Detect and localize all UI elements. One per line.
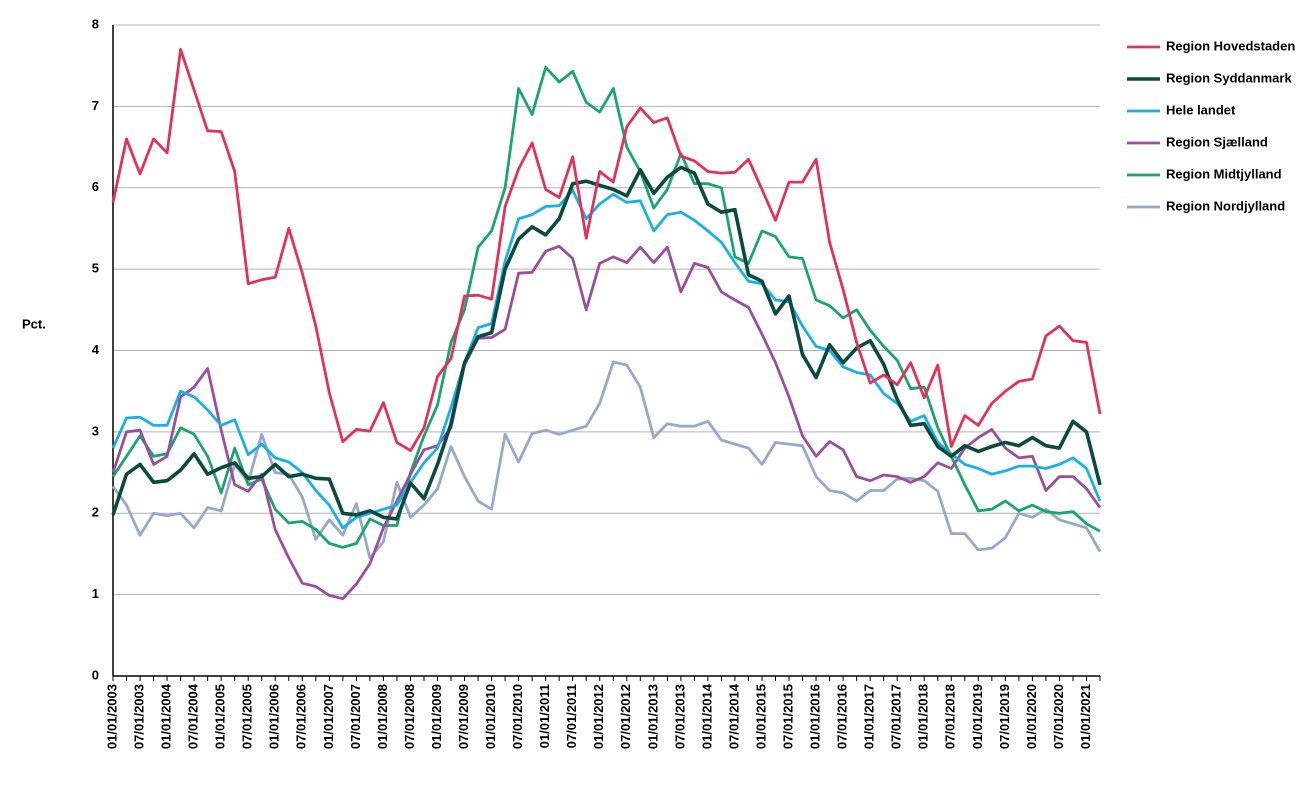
x-tick-label: 01/01/2020 — [1024, 684, 1039, 749]
line-series — [111, 65, 1101, 549]
line-series — [111, 244, 1102, 601]
x-tick-label: 01/01/2006 — [267, 684, 282, 749]
x-tick-label: 01/01/2014 — [699, 683, 714, 749]
y-tick-label: 4 — [92, 342, 100, 357]
x-tick-label: 07/01/2004 — [186, 683, 201, 749]
x-tick-label: 01/01/2003 — [104, 684, 119, 749]
x-tick-label: 07/01/2005 — [240, 684, 255, 749]
legend-label: Region Nordjylland — [1166, 198, 1285, 213]
y-tick-label: 7 — [92, 98, 99, 113]
x-tick-label: 07/01/2014 — [726, 683, 741, 749]
x-tick-label: 07/01/2013 — [672, 684, 687, 749]
y-tick-label: 3 — [92, 423, 99, 438]
y-axis-label: Pct. — [22, 316, 46, 331]
x-tick-label: 01/01/2018 — [916, 684, 931, 749]
y-tick-label: 5 — [92, 261, 99, 276]
x-tick-label: 01/01/2019 — [970, 684, 985, 749]
x-tick-label: 07/01/2009 — [456, 684, 471, 749]
x-tick-label: 07/01/2003 — [131, 684, 146, 749]
y-tick-label: 8 — [92, 16, 99, 31]
y-tick-label: 1 — [92, 586, 99, 601]
x-tick-label: 07/01/2019 — [997, 684, 1012, 749]
x-tick-label: 07/01/2016 — [835, 684, 850, 749]
line-series — [111, 48, 1102, 452]
x-tick-label: 07/01/2012 — [618, 684, 633, 749]
legend-label: Region Midtjylland — [1166, 166, 1282, 181]
line-series — [111, 360, 1102, 560]
legend-label: Region Sjælland — [1166, 134, 1268, 149]
y-tick-label: 6 — [92, 179, 99, 194]
x-tick-label: 01/01/2004 — [159, 683, 174, 749]
legend-label: Region Syddanmark — [1166, 70, 1292, 85]
x-tick-label: 01/01/2008 — [375, 684, 390, 749]
x-tick-label: 07/01/2020 — [1051, 684, 1066, 749]
legend-label: Region Hovedstaden — [1166, 38, 1295, 53]
x-tick-label: 01/01/2013 — [645, 684, 660, 749]
x-tick-label: 07/01/2007 — [348, 684, 363, 749]
line-series — [111, 165, 1102, 521]
x-tick-label: 01/01/2021 — [1078, 684, 1093, 749]
x-tick-label: 01/01/2005 — [213, 684, 228, 749]
legend-label: Hele landet — [1166, 102, 1236, 117]
x-tick-label: 01/01/2007 — [321, 684, 336, 749]
y-tick-label: 0 — [92, 667, 99, 682]
x-tick-label: 07/01/2008 — [402, 684, 417, 749]
x-tick-label: 07/01/2011 — [564, 684, 579, 748]
x-tick-label: 07/01/2015 — [780, 684, 795, 749]
x-tick-label: 01/01/2017 — [862, 684, 877, 749]
x-tick-label: 01/01/2011 — [537, 684, 552, 748]
x-tick-label: 07/01/2006 — [294, 684, 309, 749]
x-tick-label: 01/01/2012 — [591, 684, 606, 749]
x-tick-label: 07/01/2010 — [510, 684, 525, 749]
x-tick-label: 01/01/2009 — [429, 684, 444, 749]
x-tick-label: 07/01/2017 — [889, 684, 904, 749]
x-tick-label: 01/01/2010 — [483, 684, 498, 749]
line-series — [111, 188, 1102, 530]
x-tick-label: 01/01/2015 — [753, 684, 768, 749]
x-tick-label: 07/01/2018 — [943, 684, 958, 749]
y-tick-label: 2 — [92, 505, 99, 520]
x-tick-label: 01/01/2016 — [808, 684, 823, 749]
